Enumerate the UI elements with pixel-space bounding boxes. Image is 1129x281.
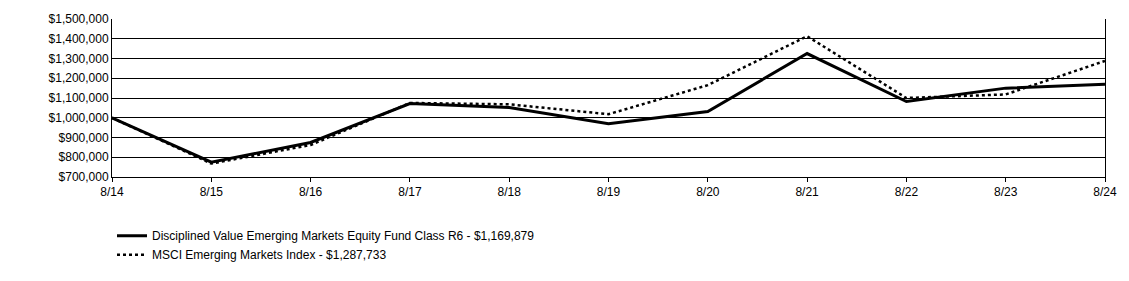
svg-text:$1,200,000: $1,200,000 <box>49 71 109 85</box>
svg-text:8/19: 8/19 <box>597 185 621 199</box>
svg-text:8/20: 8/20 <box>696 185 720 199</box>
svg-text:$1,300,000: $1,300,000 <box>49 52 109 66</box>
svg-text:$900,000: $900,000 <box>59 131 109 145</box>
svg-text:8/18: 8/18 <box>498 185 522 199</box>
svg-text:8/17: 8/17 <box>398 185 422 199</box>
svg-text:$1,100,000: $1,100,000 <box>49 91 109 105</box>
svg-text:8/14: 8/14 <box>100 185 124 199</box>
svg-text:Disciplined Value Emerging Mar: Disciplined Value Emerging Markets Equit… <box>152 229 534 243</box>
svg-text:$1,000,000: $1,000,000 <box>49 111 109 125</box>
svg-text:MSCI Emerging Markets Index -: MSCI Emerging Markets Index - $1,287,733 <box>152 248 386 262</box>
svg-text:$800,000: $800,000 <box>59 150 109 164</box>
svg-text:8/16: 8/16 <box>299 185 323 199</box>
svg-text:8/24: 8/24 <box>1093 185 1117 199</box>
svg-text:8/15: 8/15 <box>200 185 224 199</box>
svg-text:$700,000: $700,000 <box>59 170 109 184</box>
svg-text:8/21: 8/21 <box>795 185 819 199</box>
svg-text:8/23: 8/23 <box>994 185 1018 199</box>
svg-text:$1,500,000: $1,500,000 <box>49 12 109 26</box>
svg-text:8/22: 8/22 <box>895 185 919 199</box>
svg-text:$1,400,000: $1,400,000 <box>49 32 109 46</box>
